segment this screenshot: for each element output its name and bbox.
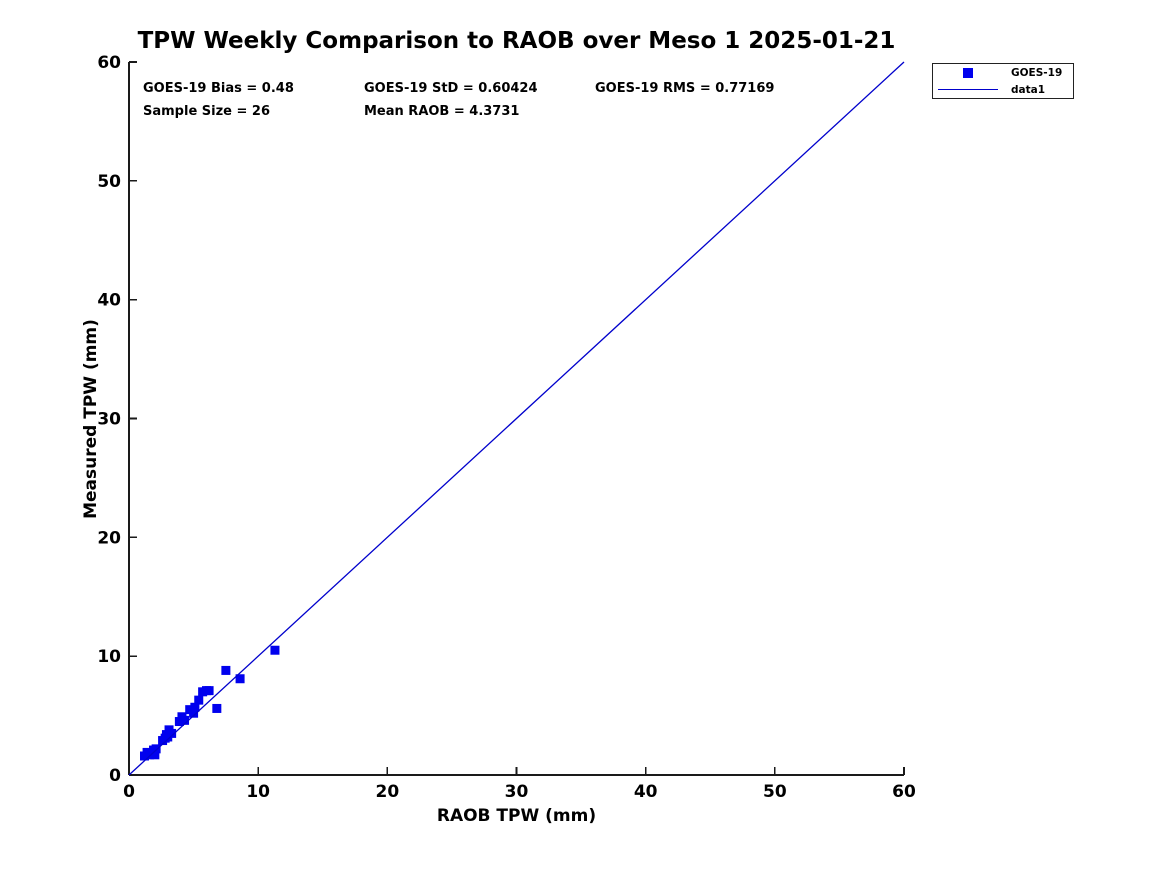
stat-mean-raob: Mean RAOB = 4.3731 [364,104,520,119]
x-tick-label: 10 [246,782,270,802]
y-tick-label: 60 [97,53,121,73]
x-tick-label: 60 [892,782,916,802]
scatter-point [189,708,199,718]
line-sample-icon [938,89,998,90]
x-axis-label: RAOB TPW (mm) [436,806,597,826]
legend-line-swatch [933,89,1003,90]
legend-entry-data1: data1 [933,81,1073,98]
x-tick-label: 30 [505,782,529,802]
scatter-point [204,686,214,696]
y-tick-label: 10 [97,647,121,667]
stat-sample-size: Sample Size = 26 [143,104,271,119]
x-tick-label: 0 [123,782,135,802]
chart-title: TPW Weekly Comparison to RAOB over Meso … [137,28,896,54]
legend-label-data1: data1 [1011,83,1046,96]
legend: GOES-19 data1 [932,63,1074,99]
scatter-point [150,750,160,760]
x-tick-label: 40 [634,782,658,802]
legend-marker-swatch [933,67,1003,78]
y-tick-label: 30 [97,410,121,430]
y-tick-label: 20 [97,528,121,548]
scatter-point [145,750,155,760]
legend-entry-goes19: GOES-19 [933,64,1073,81]
stat-bias: GOES-19 Bias = 0.48 [143,81,294,96]
y-tick-label: 40 [97,291,121,311]
scatter-marker-icon [963,67,973,78]
scatter-point [167,728,177,738]
scatter-point [212,703,222,713]
scatter-point [151,744,161,754]
y-tick-label: 50 [97,172,121,192]
x-tick-label: 20 [375,782,399,802]
scatter-point [235,674,245,684]
stat-rms: GOES-19 RMS = 0.77169 [595,81,775,96]
identity-line [128,61,905,776]
x-tick-label: 50 [763,782,787,802]
scatter-point [180,715,190,725]
scatter-point [190,702,200,712]
stat-std: GOES-19 StD = 0.60424 [364,81,538,96]
legend-label-goes19: GOES-19 [1011,66,1063,79]
scatter-point [174,717,184,727]
scatter-point [194,695,204,705]
y-axis-label: Measured TPW (mm) [81,319,101,519]
scatter-point [270,645,280,655]
scatter-point [221,665,231,675]
y-tick-label: 0 [109,766,121,786]
